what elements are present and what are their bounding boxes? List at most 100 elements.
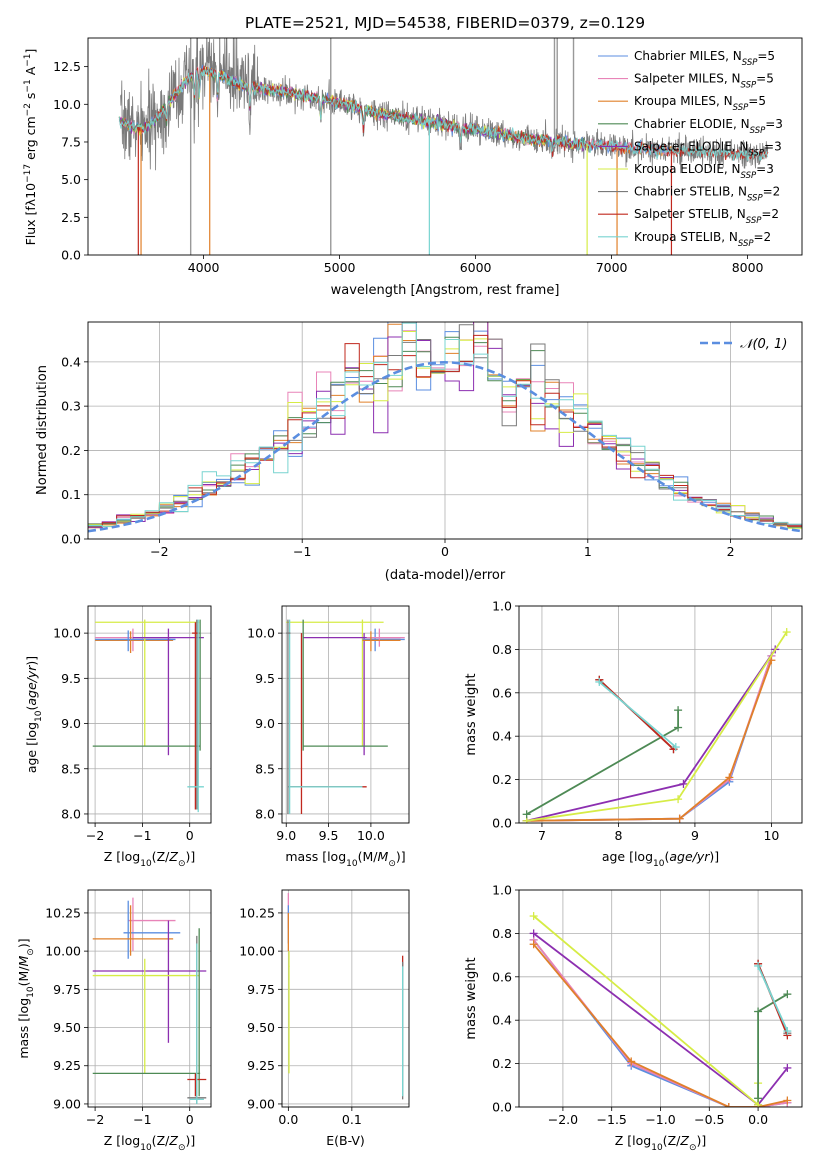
- salpeter_stelib-spectrum-line: [118, 65, 769, 162]
- y-tick-label: 2.5: [61, 210, 81, 225]
- label-part: −1: [23, 53, 33, 66]
- label-part: 10: [140, 859, 152, 869]
- label-part: Z: [668, 1133, 677, 1148]
- y-axis-label: mass weight: [464, 957, 479, 1039]
- spectrum-axes: 4000 5000 6000 7000 8000 0.0 2.5 5.0 7.5 10.0 12.5…: [23, 37, 803, 298]
- legend-label-part: Kroupa MILES, N: [634, 94, 733, 108]
- x-axis-label: Z [log10(Z/Z⊙)]: [104, 1133, 196, 1153]
- y-tick-label: 8.0: [255, 806, 275, 821]
- legend-label-part: Kroupa ELODIE, N: [634, 162, 741, 176]
- y-tick-label: 10.00: [239, 944, 275, 959]
- age_vs_Z-frame: [87, 605, 212, 824]
- label-part: /: [165, 849, 170, 864]
- legend-label-chabrier_elodie: Chabrier ELODIE, NSSP=3: [634, 117, 783, 136]
- label-part: Z [log: [104, 849, 140, 864]
- label-part: age/yr: [24, 665, 39, 706]
- y-tick-label: 9.25: [247, 1058, 275, 1073]
- label-part: ⊙: [26, 948, 36, 956]
- age_vs_mass-frame: [281, 605, 410, 824]
- y-tick-label: 0.2: [61, 443, 81, 458]
- x-tick-label: 4000: [188, 260, 220, 275]
- y-tick-label: 7.5: [61, 134, 81, 149]
- kroupa_miles-spectrum-line: [118, 67, 673, 157]
- kroupa_miles-line: [532, 943, 788, 1107]
- label-part: 10: [140, 1143, 152, 1153]
- y-tick-label: 9.00: [247, 1096, 275, 1111]
- label-part: (: [24, 706, 39, 711]
- legend-label-part: SSP: [741, 81, 757, 91]
- x-tick-label: 10.0: [357, 828, 385, 843]
- label-part: −1: [23, 79, 33, 92]
- label-part: ⊙: [689, 1143, 697, 1153]
- label-part: ⊙: [178, 1143, 186, 1153]
- legend-label-part: Salpeter STELIB, N: [634, 207, 746, 221]
- age_vs_Z-plot-area: [92, 619, 204, 813]
- label-part: age [log: [602, 849, 653, 864]
- x-tick-label: 9: [691, 828, 699, 843]
- label-part: erg cm: [23, 116, 38, 164]
- y-tick-label: 9.0: [255, 716, 275, 731]
- normal-curve: [88, 360, 802, 533]
- y-tick-label: 0.8: [492, 642, 512, 657]
- x-tick-label: −1.0: [645, 1112, 675, 1127]
- label-part: Z [log: [104, 1133, 140, 1148]
- legend-label-part: SSP: [747, 194, 763, 204]
- chabrier_miles-line: [526, 655, 773, 822]
- label-part: )]: [709, 849, 719, 864]
- legend-label-part: =3: [765, 117, 783, 131]
- label-part: ]: [23, 49, 38, 54]
- x-tick-label: 0: [186, 1112, 194, 1127]
- x-axis-label: wavelength [Angstrom, rest frame]: [331, 283, 560, 298]
- legend-label-part: =2: [761, 207, 779, 221]
- legend-label-normal: 𝒩(0, 1): [740, 337, 787, 352]
- x-tick-label: 2: [727, 544, 735, 559]
- y-tick-label: 9.5: [255, 671, 275, 686]
- x-tick-label: 0.1: [342, 1112, 362, 1127]
- label-part: 10: [653, 859, 665, 869]
- x-tick-label: 1: [584, 544, 592, 559]
- label-part: )]: [185, 1133, 195, 1148]
- label-part: M: [16, 971, 31, 982]
- y-tick-label: 9.50: [247, 1020, 275, 1035]
- x-tick-label: 0.0: [278, 1112, 298, 1127]
- label-part: Flux [f: [23, 206, 38, 246]
- label-part: )]: [696, 1133, 706, 1148]
- kroupa_miles-line: [526, 659, 773, 822]
- legend-label-part: Chabrier STELIB, N: [634, 185, 747, 199]
- y-tick-label: 10.0: [53, 97, 81, 112]
- label-part: ⊙: [178, 859, 186, 869]
- label-part: λ: [23, 198, 38, 206]
- label-part: age/yr: [669, 849, 710, 864]
- label-part: (: [358, 849, 363, 864]
- legend-label-part: Salpeter ELODIE, N: [634, 139, 748, 153]
- x-tick-label: −2.0: [548, 1112, 578, 1127]
- legend-label-part: =2: [763, 185, 781, 199]
- label-part: mass [log: [285, 849, 346, 864]
- label-part: A: [23, 66, 38, 79]
- y-tick-label: 0.8: [492, 926, 512, 941]
- x-axis-label: E(B-V): [326, 1133, 365, 1148]
- figure-title: PLATE=2521, MJD=54538, FIBERID=0379, z=0…: [245, 14, 645, 32]
- y-tick-label: 0.2: [492, 1056, 512, 1071]
- x-tick-label: −0.5: [694, 1112, 724, 1127]
- kroupa_stelib-line: [757, 965, 789, 1032]
- y-tick-label: 10.0: [247, 626, 275, 641]
- mass_vs_ebv-frame: [281, 889, 410, 1108]
- kroupa_stelib-histogram: [88, 322, 802, 528]
- massweight_vs_Z-axes: −2.0 −1.5 −1.0 −0.5 0.0 0.0 0.2 0.4 0.6 0.8 1.0 Z […: [464, 883, 803, 1153]
- x-tick-label: 8: [614, 828, 622, 843]
- legend-label-salpeter_elodie: Salpeter ELODIE, NSSP=3: [634, 139, 782, 158]
- residuals-frame: [87, 321, 803, 540]
- age_vs_mass-plot-area: [286, 619, 405, 814]
- x-tick-label: −1: [133, 828, 151, 843]
- plots-layer: 4000 5000 6000 7000 80000.02.55.07.510.012.5…: [16, 37, 803, 1153]
- x-tick-label: 5000: [324, 260, 356, 275]
- y-tick-label: 0.3: [61, 399, 81, 414]
- y-tick-label: 8.0: [61, 806, 81, 821]
- legend-label-part: =5: [748, 94, 766, 108]
- y-tick-label: 0.6: [492, 969, 512, 984]
- label-part: (: [663, 1133, 668, 1148]
